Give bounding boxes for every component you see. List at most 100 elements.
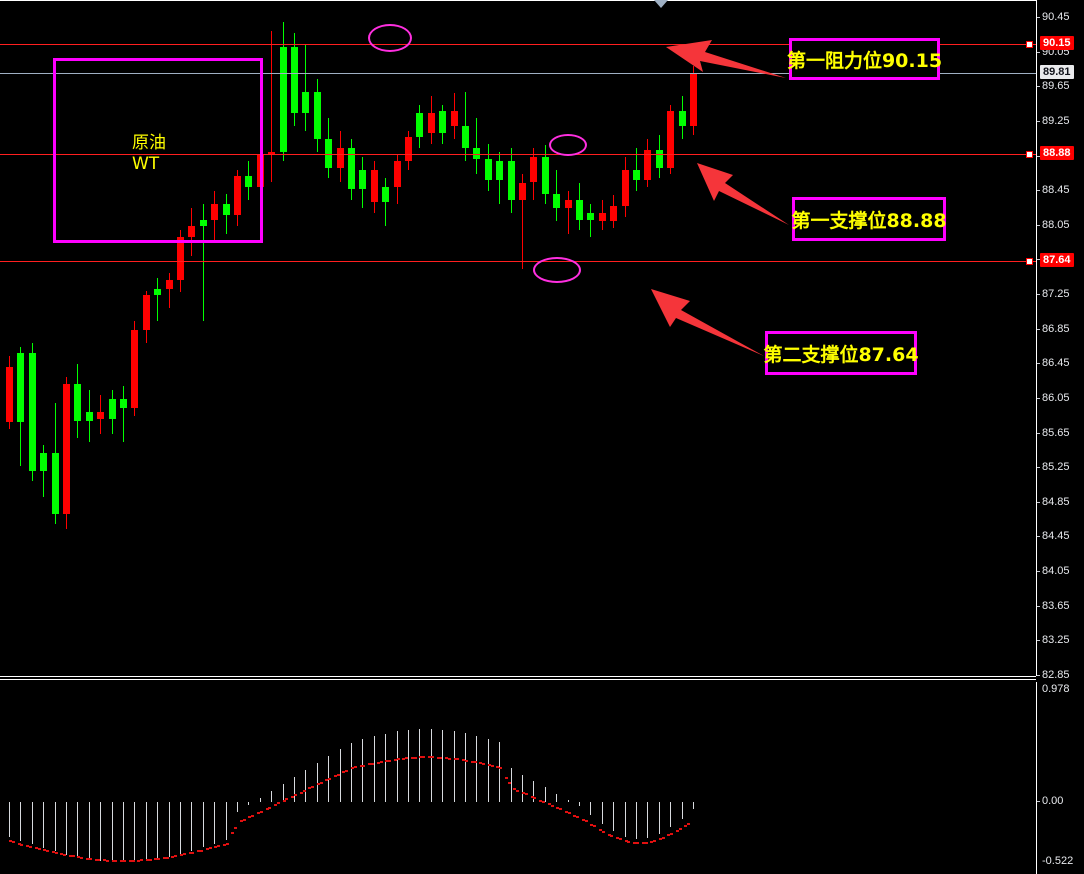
macd-histogram-bar — [294, 777, 295, 803]
price-axis[interactable]: 90.4590.0589.6589.2588.8588.4588.0587.65… — [1026, 0, 1084, 681]
price-tick-label: 88.05 — [1037, 219, 1070, 231]
level-line[interactable] — [0, 73, 1036, 75]
macd-histogram-bar — [248, 802, 250, 806]
ellipse-marker-support2[interactable] — [533, 257, 581, 283]
macd-signal-segment — [291, 795, 295, 798]
macd-histogram-bar — [305, 770, 307, 803]
level-line[interactable] — [0, 43, 1036, 45]
macd-signal-segment — [128, 859, 132, 862]
macd-signal-segment — [94, 858, 98, 861]
macd-signal-segment — [28, 845, 32, 848]
macd-signal-segment — [325, 779, 329, 782]
macd-signal-segment — [191, 851, 195, 854]
macd-histogram-bar — [693, 802, 694, 810]
macd-signal-segment — [439, 756, 443, 759]
macd-histogram-bar — [339, 749, 341, 803]
macd-histogram-bar — [100, 802, 102, 861]
price-level-tag[interactable]: 88.88 — [1040, 145, 1074, 160]
macd-signal-segment — [564, 810, 568, 813]
macd-histogram-bar — [601, 802, 603, 824]
chevron-down-icon[interactable] — [654, 0, 668, 8]
macd-signal-segment — [590, 823, 594, 826]
macd-signal-segment — [567, 812, 571, 815]
price-level-tag[interactable]: 89.81 — [1040, 65, 1074, 80]
macd-signal-segment — [37, 848, 41, 851]
price-level-tag[interactable]: 90.15 — [1040, 35, 1074, 50]
level-drag-handle[interactable] — [1026, 150, 1033, 158]
macd-signal-segment — [316, 783, 320, 786]
callout-support-2[interactable]: 第二支撑位87.64 — [763, 331, 919, 375]
macd-signal-segment — [653, 839, 657, 842]
macd-signal-segment — [251, 814, 255, 817]
price-tick-label: 84.05 — [1037, 565, 1070, 577]
macd-signal-segment — [242, 818, 246, 821]
macd-signal-segment — [533, 797, 537, 800]
callout-resistance-1[interactable]: 第一阻力位90.15 — [787, 38, 942, 80]
macd-histogram-bar — [544, 787, 546, 803]
macd-indicator-pane[interactable] — [0, 682, 1036, 874]
ellipse-marker-resistance[interactable] — [368, 24, 412, 52]
macd-signal-segment — [499, 766, 503, 769]
callout-support-1[interactable]: 第一支撑位88.88 — [791, 197, 947, 241]
macd-signal-segment — [522, 792, 525, 795]
macd-histogram-bar — [430, 728, 432, 803]
macd-histogram-bar — [499, 741, 501, 803]
macd-signal-segment — [610, 834, 614, 837]
chart-top-border — [0, 0, 1036, 1]
price-axis-rail — [1036, 0, 1037, 676]
macd-signal-segment — [114, 859, 118, 862]
macd-signal-segment — [513, 788, 517, 791]
price-tick-label: 85.25 — [1037, 461, 1070, 473]
macd-signal-segment — [248, 816, 252, 819]
macd-signal-segment — [111, 859, 115, 862]
macd-signal-segment — [351, 767, 354, 770]
macd-signal-segment — [345, 769, 349, 772]
indicator-axis[interactable]: 0.978 0.00 -0.522 — [1036, 682, 1084, 874]
macd-signal-segment — [131, 859, 135, 862]
level-line[interactable] — [0, 153, 1036, 155]
macd-signal-segment — [26, 845, 30, 848]
price-tick-label: 83.65 — [1037, 600, 1070, 612]
macd-signal-segment — [43, 849, 47, 852]
price-tick-label: 86.05 — [1037, 392, 1070, 404]
macd-signal-segment — [573, 814, 577, 817]
price-tick-label: 88.45 — [1037, 184, 1070, 196]
price-level-tag[interactable]: 87.64 — [1040, 253, 1074, 268]
level-drag-handle[interactable] — [1026, 258, 1033, 266]
price-chart-pane[interactable]: 原油 WT 第一阻力位90.15 第一支撑位88.88 第二支撑位87.64 — [0, 0, 1036, 676]
macd-signal-segment — [405, 757, 409, 760]
macd-signal-segment — [627, 840, 631, 843]
macd-histogram-bar — [362, 739, 364, 803]
level-line[interactable] — [0, 261, 1036, 263]
macd-signal-segment — [148, 858, 152, 861]
macd-signal-segment — [353, 766, 357, 769]
macd-signal-segment — [504, 776, 508, 779]
ellipse-marker-support1[interactable] — [549, 134, 587, 156]
macd-signal-segment — [661, 837, 665, 840]
macd-signal-segment — [157, 857, 161, 860]
macd-signal-segment — [370, 762, 374, 765]
macd-signal-segment — [34, 847, 38, 850]
macd-histogram-bar — [271, 791, 273, 803]
macd-signal-segment — [641, 841, 645, 844]
macd-histogram-bar — [282, 784, 284, 803]
macd-signal-segment — [140, 859, 144, 862]
macd-signal-segment — [624, 840, 628, 843]
macd-signal-segment — [11, 841, 15, 844]
macd-signal-segment — [77, 856, 81, 859]
macd-signal-segment — [54, 852, 58, 855]
macd-histogram-bar — [111, 802, 113, 862]
pane-separator-mid — [0, 679, 1036, 680]
macd-signal-segment — [51, 851, 55, 854]
zone-label-line2: WT — [132, 154, 160, 174]
macd-signal-segment — [182, 853, 186, 856]
level-drag-handle[interactable] — [1026, 40, 1033, 48]
macd-histogram-bar — [134, 802, 136, 862]
macd-histogram-bar — [567, 800, 569, 803]
macd-signal-segment — [145, 859, 149, 862]
indicator-axis-rail — [1036, 682, 1037, 874]
macd-signal-segment — [576, 815, 580, 818]
macd-histogram-bar — [624, 802, 626, 837]
macd-signal-segment — [385, 760, 389, 763]
